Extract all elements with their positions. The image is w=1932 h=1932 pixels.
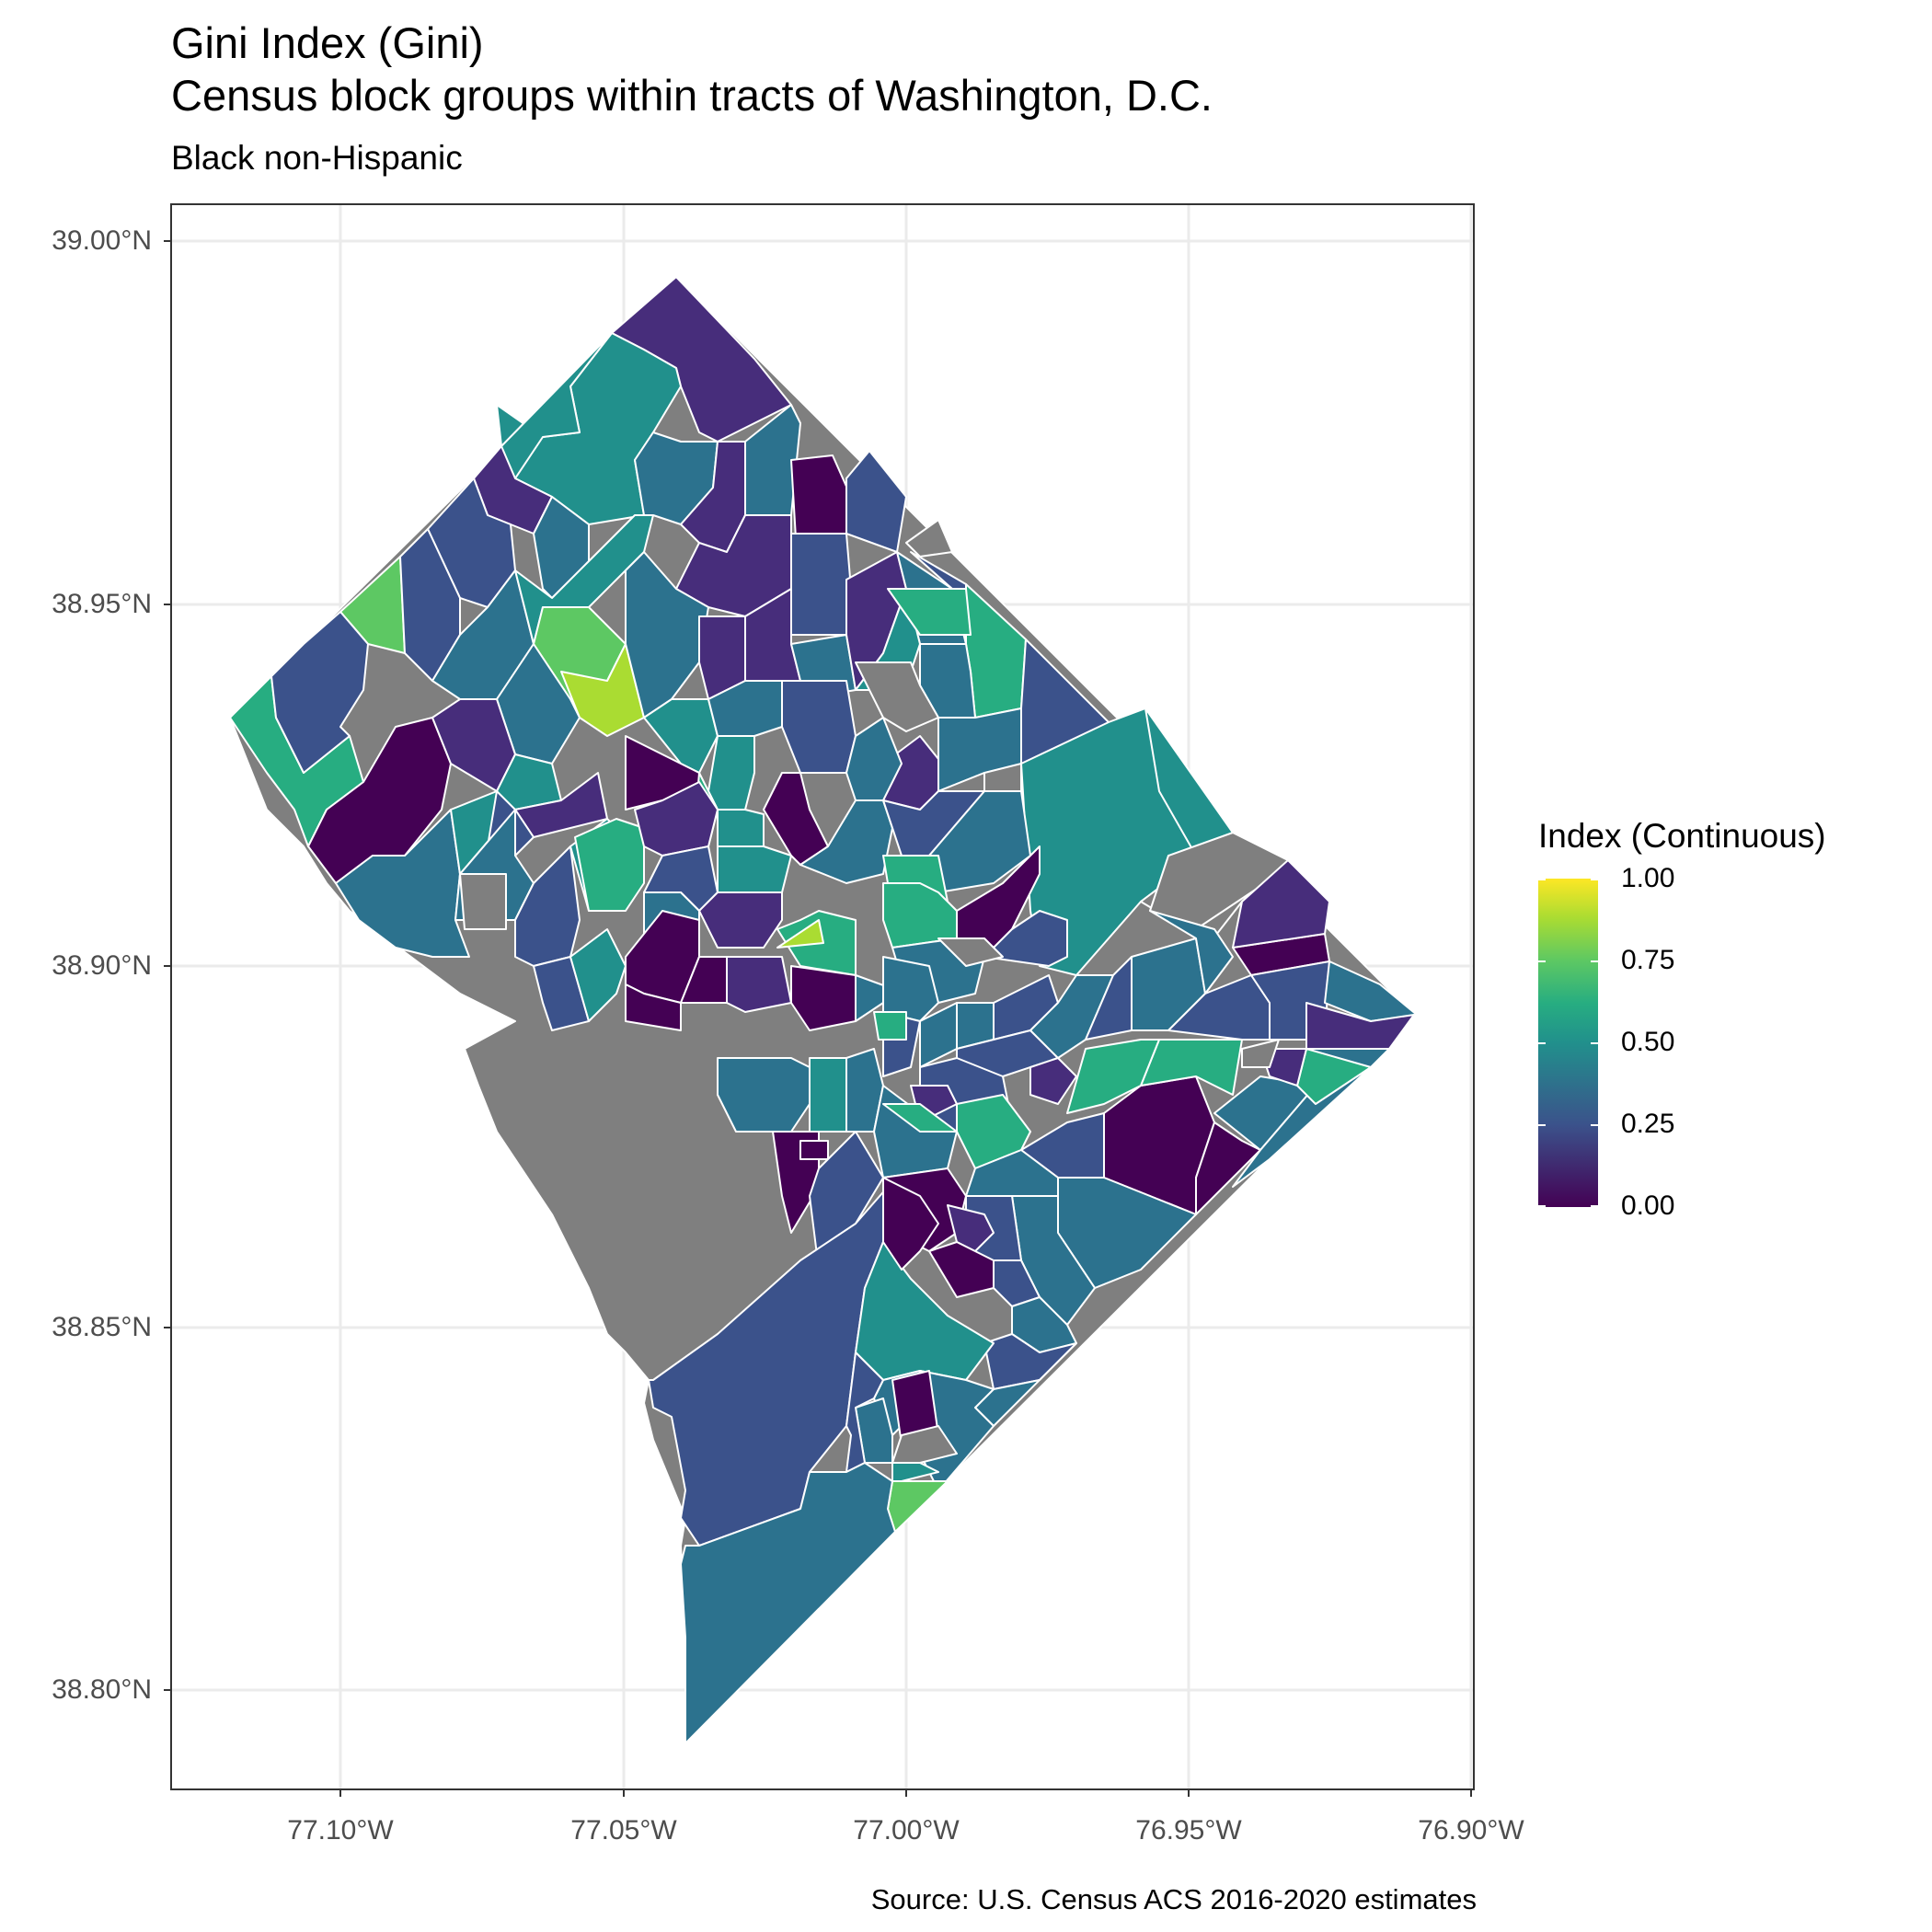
block-group — [799, 1140, 829, 1160]
block-group — [574, 818, 645, 912]
block-group — [790, 533, 852, 636]
block-group — [763, 772, 829, 866]
block-group — [891, 1425, 958, 1464]
legend-label: 1.00 — [1621, 863, 1675, 893]
block-group — [882, 882, 958, 949]
x-tick-label: 76.95°W — [1135, 1815, 1242, 1846]
block-group — [937, 937, 1004, 967]
legend-tick — [1591, 879, 1598, 880]
legend-tick — [1591, 1205, 1598, 1207]
block-group — [937, 707, 1022, 792]
block-group — [887, 1480, 949, 1533]
block-group — [845, 450, 907, 553]
legend-label: 0.25 — [1621, 1109, 1675, 1139]
axis-ticks — [164, 240, 1472, 1797]
dc-block-groups — [229, 276, 1418, 1744]
block-group — [514, 845, 581, 967]
x-tick-label: 77.00°W — [853, 1815, 960, 1846]
legend-tick — [1591, 1124, 1598, 1126]
y-tick-label: 38.90°N — [52, 950, 152, 981]
block-group — [717, 809, 765, 847]
title-line-2: Census block groups within tracts of Was… — [171, 71, 1213, 120]
block-group — [887, 588, 972, 636]
block-group — [905, 519, 953, 558]
block-group — [625, 983, 682, 1031]
block-group — [891, 1462, 939, 1482]
block-group — [270, 611, 369, 774]
x-tick-label: 76.90°W — [1418, 1815, 1524, 1846]
block-group — [698, 891, 783, 949]
block-group — [947, 1204, 995, 1252]
block-group — [790, 965, 857, 1031]
x-tick-label: 77.10°W — [287, 1815, 394, 1846]
block-group — [569, 928, 627, 1022]
panel-border — [170, 203, 1475, 1790]
block-group — [707, 735, 755, 811]
legend-tick — [1538, 960, 1546, 962]
block-group — [809, 1057, 847, 1133]
legend-tick — [1591, 960, 1598, 962]
block-group — [459, 873, 507, 930]
legend-tick — [1591, 1042, 1598, 1044]
block-group — [1241, 1039, 1280, 1068]
block-group — [1232, 859, 1330, 949]
legend-tick — [1538, 1205, 1546, 1207]
source-caption: Source: U.S. Census ACS 2016-2020 estima… — [870, 1883, 1477, 1915]
block-group — [882, 1177, 939, 1271]
block-group — [717, 1057, 811, 1133]
legend-title: Index (Continuous) — [1538, 817, 1826, 855]
legend-tick — [1538, 1124, 1546, 1126]
block-group — [1029, 1057, 1077, 1105]
block-group — [983, 910, 1068, 967]
block-group — [1305, 1002, 1415, 1050]
y-tick-label: 38.80°N — [52, 1674, 152, 1705]
y-tick-label: 38.95°N — [52, 589, 152, 619]
legend-label: 0.00 — [1621, 1190, 1675, 1221]
y-tick-label: 38.85°N — [52, 1312, 152, 1342]
x-tick-label: 77.05°W — [570, 1815, 677, 1846]
legend-colorbar — [1538, 879, 1598, 1207]
map-title: Gini Index (Gini) Census block groups wi… — [171, 17, 1213, 121]
legend-label: 0.75 — [1621, 945, 1675, 975]
map-subtitle: Black non-Hispanic — [171, 139, 463, 177]
block-group — [1066, 1039, 1160, 1114]
block-group — [1149, 910, 1234, 995]
legend-tick — [1538, 879, 1546, 880]
block-group — [726, 956, 792, 1013]
block-group — [680, 1462, 896, 1744]
block-group — [882, 956, 939, 1022]
legend-label: 0.50 — [1621, 1027, 1675, 1057]
block-group — [717, 845, 792, 893]
title-line-1: Gini Index (Gini) — [171, 18, 484, 67]
block-group — [873, 1011, 907, 1041]
y-tick-label: 39.00°N — [52, 225, 152, 256]
legend-tick — [1538, 1042, 1546, 1044]
block-group — [776, 919, 824, 949]
block-group — [1195, 1121, 1261, 1215]
